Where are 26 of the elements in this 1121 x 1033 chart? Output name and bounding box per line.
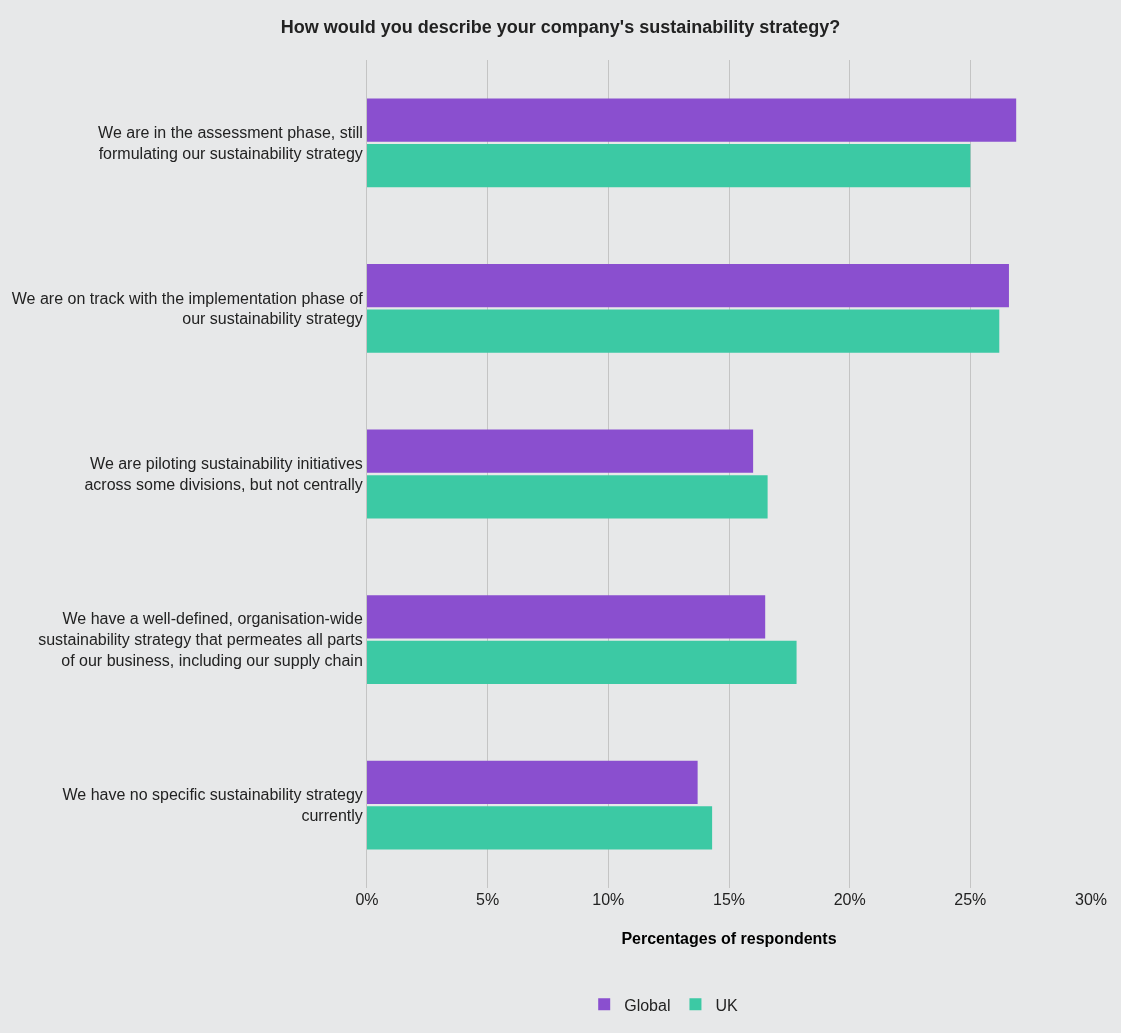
x-tick-label: 0% [355, 891, 379, 908]
bar [367, 595, 766, 639]
bar [367, 806, 713, 850]
x-tick-label: 25% [954, 891, 987, 908]
bar [367, 98, 1017, 142]
bar [367, 429, 754, 473]
x-axis-title: Percentages of respondents [621, 929, 837, 947]
y-tick-label: We are piloting sustainability initiatives across some divisions, but not centrally [84, 455, 363, 493]
y-tick-label: We are in the assessment phase, still formulating our sustainability strategy [98, 124, 363, 162]
x-tick-label: 5% [476, 891, 500, 908]
bar [367, 143, 971, 188]
bar [367, 264, 1009, 308]
y-tick-label: We have no specific sustainability strategy currently [62, 786, 363, 825]
legend-label: Global [624, 996, 671, 1014]
chart-title: How would you describe your company's sustainability strategy? [280, 17, 841, 38]
bar [367, 309, 1000, 353]
y-tick-label: We are on track with the implementation phase of our sustainability strategy [11, 289, 364, 328]
x-tick-label: 10% [592, 891, 625, 908]
x-tick-label: 15% [712, 891, 746, 908]
x-tick-label: 30% [1074, 891, 1108, 908]
x-tick-label: 20% [833, 891, 866, 908]
bar [367, 475, 768, 519]
bar [367, 640, 797, 684]
y-tick-label: We have a well-defined, organisation-wide sustainability strategy that permeates all parts of our business, including our supply chain [38, 610, 363, 669]
bar [367, 760, 698, 805]
legend-label: UK [715, 996, 738, 1014]
